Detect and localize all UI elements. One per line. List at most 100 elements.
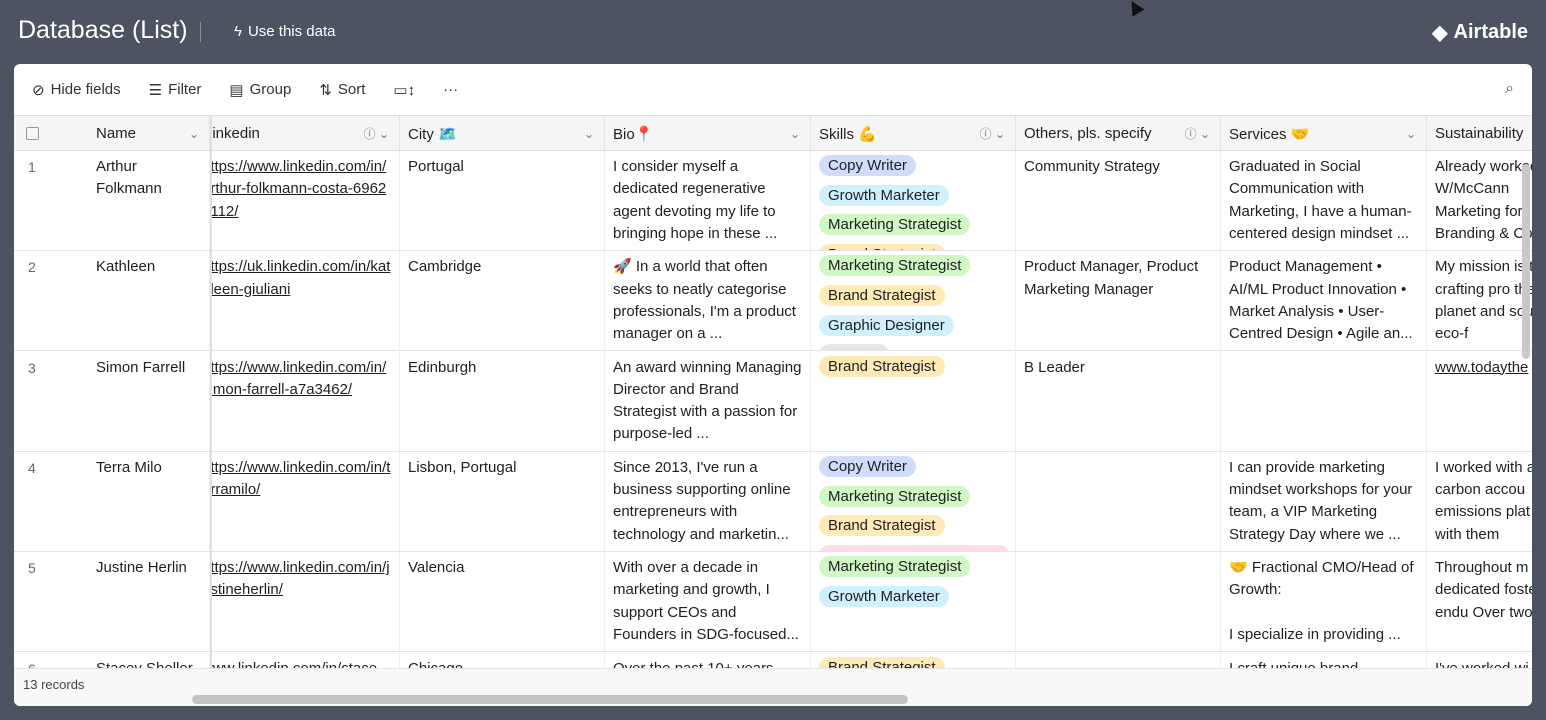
- column-header-sustainability[interactable]: Sustainability⌄: [1427, 116, 1532, 151]
- chevron-down-icon[interactable]: ⌄: [1405, 126, 1416, 141]
- cell-bio[interactable]: With over a decade in marketing and grow…: [605, 552, 811, 652]
- cell-bio[interactable]: Since 2013, I've run a business supporti…: [605, 451, 811, 551]
- cell-skills[interactable]: Brand Strategist: [811, 351, 1016, 451]
- cell-sustainability[interactable]: Already worked at W/McCann Marketing for…: [1427, 151, 1532, 250]
- cell-name[interactable]: Stacey Sheller: [88, 652, 210, 668]
- cell-services[interactable]: I can provide marketing mindset workshop…: [1221, 451, 1427, 551]
- cell-sustainability[interactable]: www.todaythe: [1427, 352, 1532, 451]
- cell-name[interactable]: Arthur Folkmann: [88, 151, 210, 250]
- table-row[interactable]: 5 Justine Herlin https://www.linkedin.com/…: [14, 552, 1532, 653]
- vertical-scrollbar[interactable]: [1522, 164, 1530, 359]
- cell-text: Graduated in Social Communication with M…: [1229, 158, 1412, 242]
- column-header-others[interactable]: Others, pls. specify ⓘ ⌄: [1016, 116, 1221, 151]
- cell-services[interactable]: 🤝 Fractional CMO/Head of Growth: I speci…: [1221, 552, 1427, 652]
- cell-linkedin[interactable]: www.linkedin.com/in/stace: [210, 652, 400, 668]
- cell-linkedin[interactable]: https://www.linkedin.com/in/simon-farrel…: [210, 351, 400, 451]
- column-label: Sustainability: [1435, 125, 1524, 142]
- search-icon[interactable]: ⌕: [1505, 80, 1514, 97]
- cell-others[interactable]: Community Strategy: [1016, 151, 1221, 250]
- cell-bio[interactable]: 🚀 In a world that often seeks to neatly …: [605, 251, 811, 351]
- column-header-services[interactable]: Services 🤝 ⌄: [1221, 116, 1427, 151]
- cell-linkedin[interactable]: https://www.linkedin.com/in/terramilo/: [210, 451, 400, 551]
- table-row[interactable]: 6 Stacey Sheller www.linkedin.com/in/stace…: [14, 652, 1532, 669]
- column-header-city[interactable]: City 🗺️ ⌄: [400, 116, 605, 151]
- cell-name[interactable]: Simon Farrell: [88, 351, 210, 451]
- cell-services[interactable]: [1221, 351, 1427, 451]
- column-label: Others, pls. specify: [1024, 125, 1152, 142]
- table-row[interactable]: 2 Kathleen https://uk.linkedin.com/in/kath…: [14, 251, 1532, 352]
- cell-bio[interactable]: I consider myself a dedicated regenerati…: [605, 151, 811, 250]
- frozen-column-divider[interactable]: [210, 115, 212, 668]
- cell-skills[interactable]: Marketing Strategist Growth Marketer: [811, 552, 1016, 652]
- top-bar: Database (List) ϟ Use this data ◆ Airtable: [0, 0, 1546, 64]
- records-grid: Name ⌄ Linkedin ⓘ ⌄ City 🗺️ ⌄ Bio📍 ⌄ Skills 💪 ⓘ ⌄…: [14, 115, 1532, 668]
- cell-name[interactable]: Terra Milo: [88, 451, 210, 551]
- chevron-down-icon[interactable]: ⓘ ⌄: [979, 127, 1005, 141]
- cell-others[interactable]: [1016, 652, 1221, 668]
- cell-others[interactable]: [1016, 552, 1221, 652]
- chevron-down-icon[interactable]: ⓘ ⌄: [1184, 127, 1210, 141]
- skill-chip: Marketing Strategist: [819, 556, 971, 578]
- cell-services[interactable]: Product Management • AI/ML Product Innov…: [1221, 251, 1427, 351]
- cell-bio[interactable]: An award winning Managing Director and B…: [605, 351, 811, 451]
- header-row: Name ⌄ Linkedin ⓘ ⌄ City 🗺️ ⌄ Bio📍 ⌄ Skills 💪 ⓘ ⌄…: [14, 115, 1532, 151]
- chevron-down-icon[interactable]: ⓘ ⌄: [363, 127, 389, 141]
- cell-others[interactable]: Product Manager, Product Marketing Manag…: [1016, 251, 1221, 351]
- use-this-data-button[interactable]: ϟ Use this data: [234, 23, 336, 40]
- sort-button[interactable]: ⇅ Sort: [319, 81, 365, 99]
- skill-chip: Growth Marketer: [819, 585, 949, 607]
- chevron-down-icon[interactable]: ⌄: [188, 126, 199, 141]
- filter-button[interactable]: ☰ Filter: [149, 81, 202, 99]
- cell-sustainability[interactable]: I've worked wi: [1427, 653, 1532, 669]
- skill-chip: Brand Strategist: [819, 515, 945, 537]
- cell-text: My mission is to crafting pro the planet…: [1435, 258, 1532, 343]
- cell-skills[interactable]: Marketing Strategist Brand Strategist Grap…: [811, 251, 1016, 351]
- column-header-bio[interactable]: Bio📍 ⌄: [605, 116, 811, 151]
- chevron-down-icon[interactable]: ⌄: [789, 126, 800, 141]
- cell-bio[interactable]: Over the past 10+ years: [605, 652, 811, 668]
- column-header-linkedin[interactable]: Linkedin ⓘ ⌄: [210, 116, 400, 151]
- cell-others[interactable]: B Leader: [1016, 351, 1221, 451]
- select-all-checkbox[interactable]: [14, 116, 88, 151]
- hide-fields-label: Hide fields: [50, 81, 121, 98]
- cell-city[interactable]: Chicago: [400, 652, 605, 668]
- cell-text: Justine Herlin: [96, 559, 187, 577]
- row-number: 4: [28, 459, 36, 476]
- cell-text: With over a decade in marketing and grow…: [613, 559, 799, 644]
- cell-sustainability[interactable]: My mission is to crafting pro the planet…: [1427, 251, 1532, 350]
- table-row[interactable]: 3 Simon Farrell https://www.linkedin.com/i…: [14, 351, 1532, 452]
- skill-chip: Copy Writer: [819, 155, 916, 176]
- chevron-down-icon[interactable]: ⌄: [583, 126, 594, 141]
- cell-skills[interactable]: Copy Writer Growth Marketer Marketing Stra…: [811, 151, 1016, 250]
- cell-linkedin[interactable]: https://uk.linkedin.com/in/kathleen-giul…: [210, 251, 400, 351]
- cell-skills[interactable]: Copy Writer Marketing Strategist Brand Str…: [811, 451, 1016, 551]
- more-button[interactable]: ···: [443, 81, 459, 98]
- column-header-skills[interactable]: Skills 💪 ⓘ ⌄: [811, 116, 1016, 151]
- cell-skills[interactable]: Brand Strategist: [811, 652, 1016, 668]
- cell-name[interactable]: Kathleen: [88, 251, 210, 351]
- cell-city[interactable]: Cambridge: [400, 251, 605, 351]
- table-row[interactable]: 1 Arthur Folkmann https://www.linkedin.com…: [14, 151, 1532, 251]
- airtable-logo[interactable]: ◆ Airtable: [1432, 20, 1528, 45]
- cell-linkedin[interactable]: https://www.linkedin.com/in/arthur-folkm…: [210, 151, 400, 250]
- cell-linkedin[interactable]: https://www.linkedin.com/in/justineherli…: [210, 552, 400, 652]
- table-row[interactable]: 4 Terra Milo https://www.linkedin.com/in/t…: [14, 451, 1532, 552]
- cell-text: An award winning Managing Director and B…: [613, 358, 802, 443]
- cell-sustainability[interactable]: Throughout m I've dedicated fostering en…: [1427, 552, 1532, 651]
- cell-city[interactable]: Portugal: [400, 151, 605, 250]
- cell-name[interactable]: Justine Herlin: [88, 552, 210, 652]
- cell-services[interactable]: Graduated in Social Communication with M…: [1221, 151, 1427, 250]
- cell-city[interactable]: Edinburgh: [400, 351, 605, 451]
- use-data-label: Use this data: [247, 23, 336, 40]
- cell-services[interactable]: I craft unique brand: [1221, 652, 1427, 668]
- column-header-name[interactable]: Name ⌄: [88, 116, 210, 151]
- hide-fields-button[interactable]: ⊘ Hide fields: [32, 81, 121, 99]
- row-height-button[interactable]: ▭↕: [393, 81, 415, 99]
- cell-sustainability[interactable]: I worked with a carbon accou emissions p…: [1427, 452, 1532, 551]
- group-button[interactable]: ▤ Group: [229, 81, 291, 99]
- cell-city[interactable]: Lisbon, Portugal: [400, 451, 605, 551]
- cell-others[interactable]: [1016, 451, 1221, 551]
- cell-text: Kathleen: [96, 258, 156, 276]
- horizontal-scrollbar[interactable]: [192, 695, 908, 704]
- cell-city[interactable]: Valencia: [400, 552, 605, 652]
